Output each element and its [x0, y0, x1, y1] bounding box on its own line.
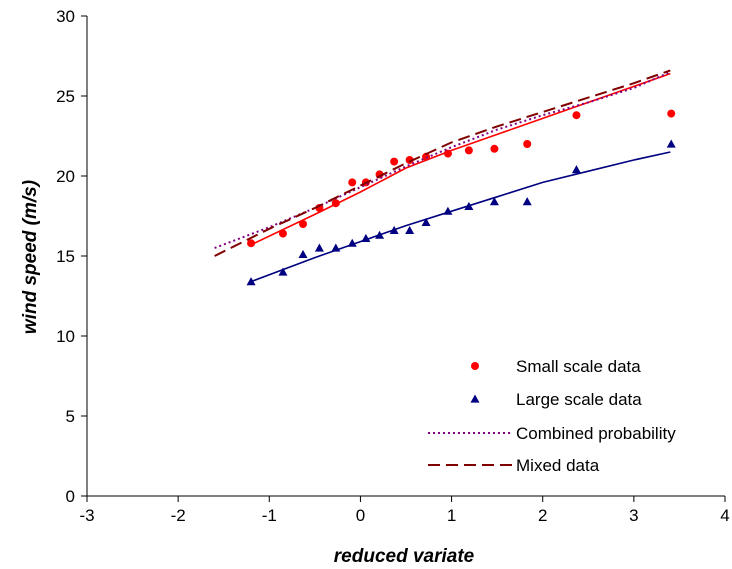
data-point-large-scale	[522, 197, 532, 206]
data-point-large-scale	[571, 165, 581, 174]
x-tick-label: 1	[447, 506, 456, 525]
legend-label: Mixed data	[516, 456, 600, 475]
y-tick-label: 25	[56, 87, 75, 106]
y-tick-label: 15	[56, 247, 75, 266]
data-point-large-scale	[421, 217, 431, 226]
ticks-layer: -3 -2 -1 0 1 2 3 4 0 5 10 15 20 25 30	[56, 7, 730, 525]
data-point-large-scale	[298, 249, 308, 258]
x-tick-label: 4	[720, 506, 729, 525]
series-line-2	[250, 72, 671, 246]
y-tick-label: 5	[66, 407, 75, 426]
y-axis-title: wind speed (m/s)	[20, 180, 41, 334]
y-tick-label: 0	[66, 487, 75, 506]
x-tick-label: -1	[262, 506, 277, 525]
data-point-large-scale	[405, 225, 415, 234]
data-point-large-scale	[314, 243, 324, 252]
y-tick-label: 30	[56, 7, 75, 26]
data-point-large-scale	[278, 267, 288, 276]
legend-symbol-circle	[471, 362, 479, 370]
legend: Small scale data Large scale data Combined…	[428, 357, 676, 475]
data-point-large-scale	[666, 139, 676, 148]
legend-label: Combined probability	[516, 424, 676, 443]
x-tick-label: 2	[538, 506, 547, 525]
data-point-small-scale	[390, 157, 399, 166]
data-point-small-scale	[348, 178, 357, 187]
data-point-small-scale	[278, 229, 287, 238]
data-point-large-scale	[489, 197, 499, 206]
x-tick-label: -3	[79, 506, 94, 525]
data-point-small-scale	[490, 144, 499, 153]
data-point-small-scale	[572, 111, 581, 120]
x-tick-label: 0	[356, 506, 365, 525]
series-layer	[214, 69, 676, 286]
series-line-5	[214, 69, 671, 257]
data-point-small-scale	[299, 220, 308, 228]
data-point-small-scale	[405, 156, 414, 164]
x-axis-title: reduced variate	[334, 546, 475, 567]
series-line-3	[250, 151, 671, 283]
legend-symbol-triangle	[470, 394, 480, 403]
data-point-small-scale	[667, 109, 676, 118]
x-tick-label: 3	[629, 506, 638, 525]
x-tick-label: -2	[171, 506, 186, 525]
data-point-small-scale	[247, 239, 256, 248]
y-tick-label: 20	[56, 167, 75, 186]
data-point-small-scale	[464, 146, 473, 155]
legend-label: Large scale data	[516, 390, 642, 409]
data-point-small-scale	[523, 140, 532, 148]
legend-label: Small scale data	[516, 357, 641, 376]
y-tick-label: 10	[56, 327, 75, 346]
